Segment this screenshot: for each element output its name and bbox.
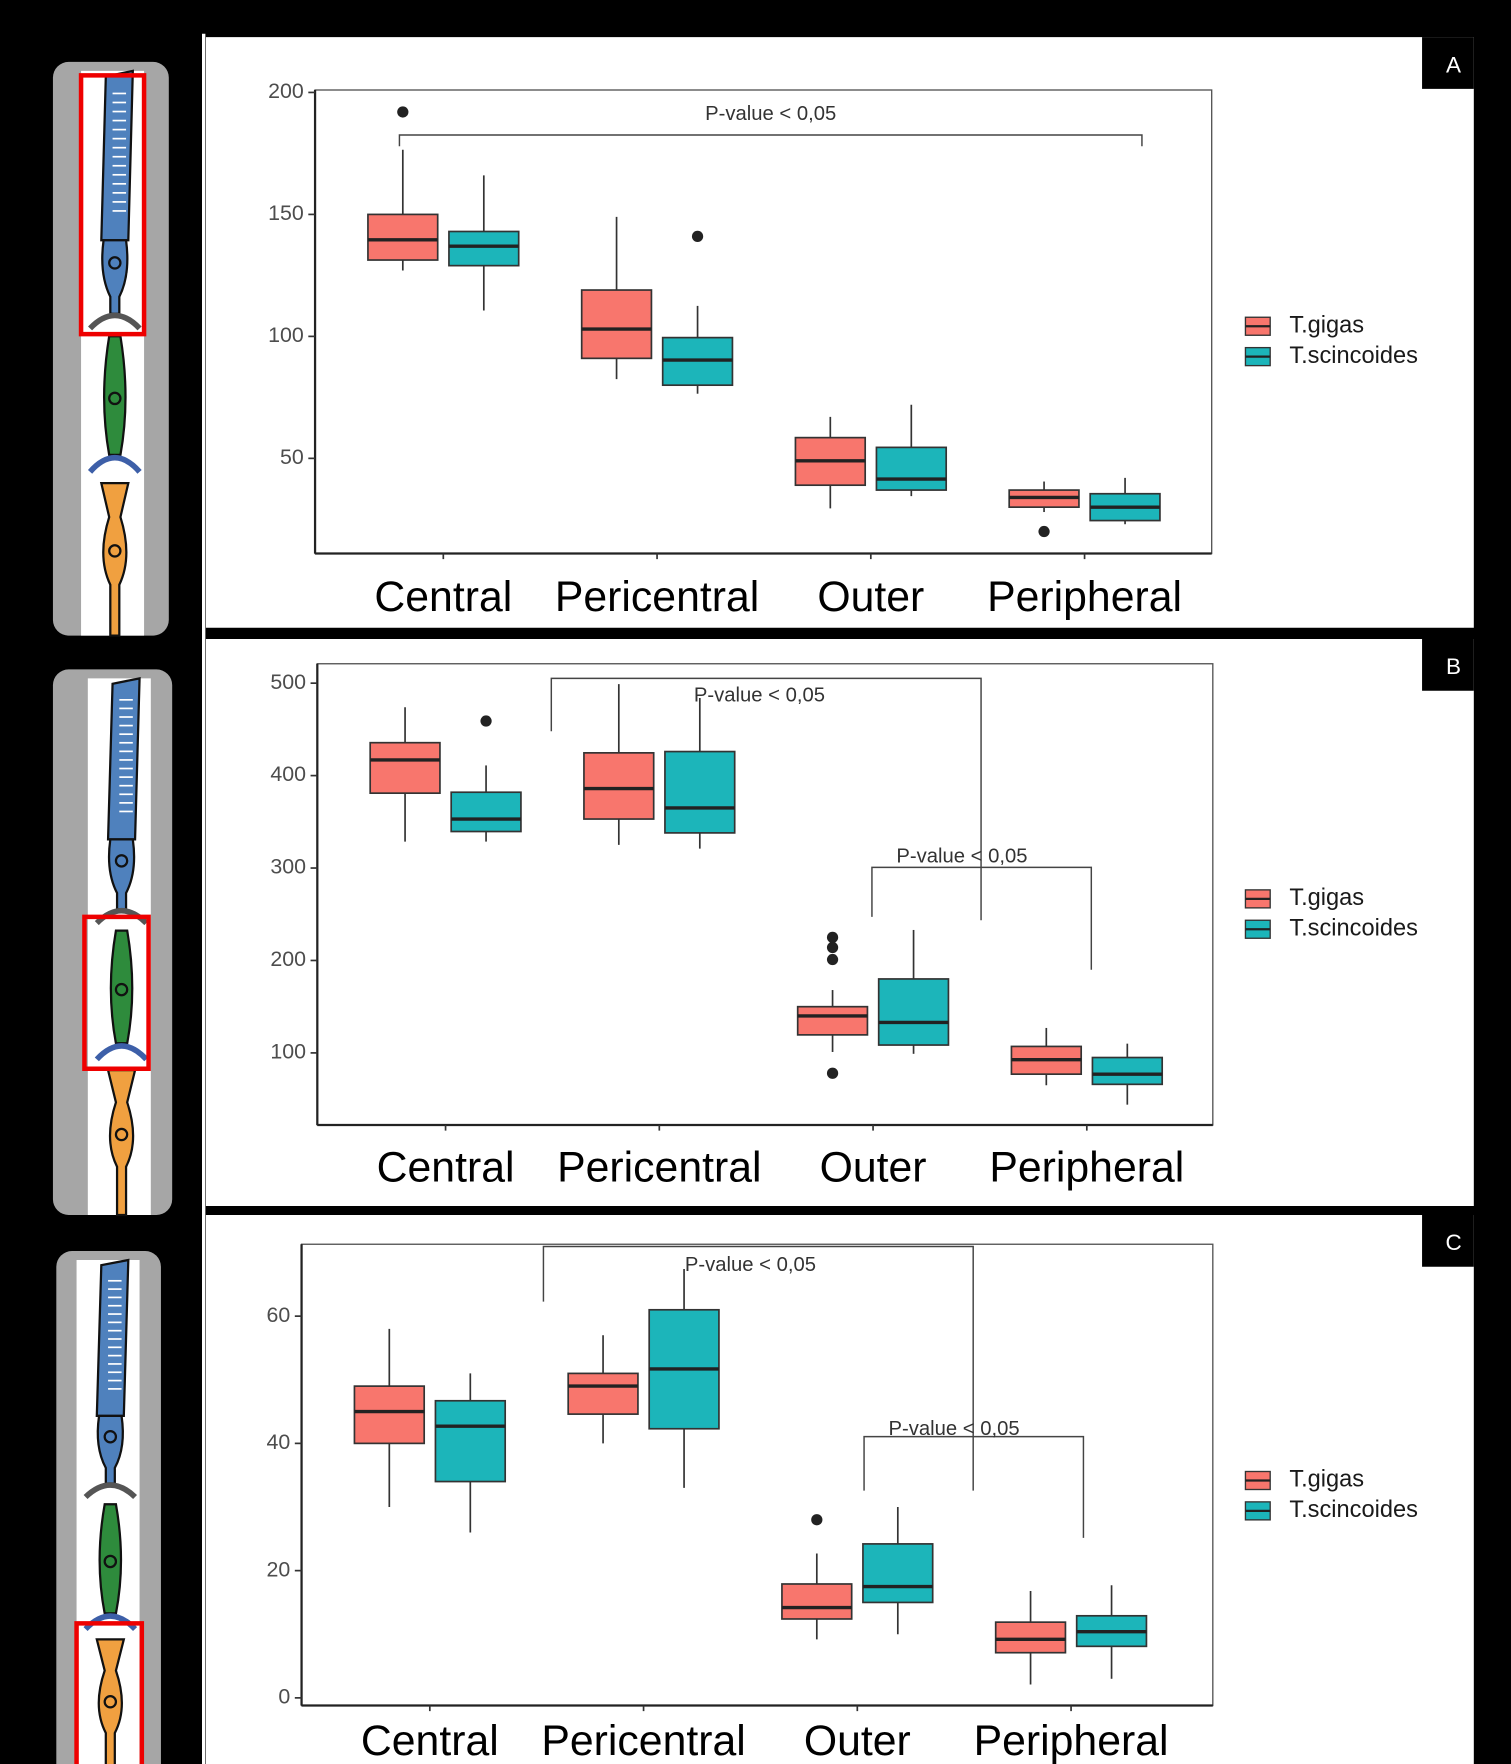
outlier [827,1068,838,1079]
box [1092,1058,1162,1085]
rod-outer-segment [101,71,133,240]
y-tick-label: 40 [267,1430,291,1454]
box [354,1386,424,1443]
y-tick-label: 200 [270,947,306,971]
y-tick-label: 60 [267,1303,291,1327]
box [782,1584,852,1619]
x-tick-label: Peripheral [974,1717,1169,1764]
outlier [827,954,838,965]
y-tick-label: 20 [267,1557,291,1581]
box [996,1622,1066,1653]
annotation: P-value < 0,05 [685,1254,816,1276]
annotation: P-value < 0,05 [896,846,1027,868]
annotation: P-value < 0,05 [694,685,825,707]
annotation: P-value < 0,05 [888,1418,1019,1440]
box [568,1373,638,1414]
legend-label: T.gigas [1289,885,1364,911]
x-tick-label: Central [374,573,512,621]
annotation: P-value < 0,05 [705,103,836,125]
rod-outer-segment [108,678,140,839]
outlier [811,1514,822,1525]
outlier [1038,526,1049,537]
legend-label: T.scincoides [1289,915,1418,941]
panel [206,639,1474,1206]
x-tick-label: Pericentral [557,1143,761,1191]
y-tick-label: 100 [270,1040,306,1064]
box [665,752,735,833]
x-tick-label: Pericentral [541,1717,745,1764]
y-tick-label: 100 [268,323,304,347]
panel [206,37,1474,628]
page: {"chart_data": [ {"type": "box", "panel_… [0,0,1511,1764]
y-tick-label: 300 [270,855,306,879]
rod-outer-segment [97,1260,129,1416]
box [876,447,946,490]
panel-label: C [1445,1230,1461,1255]
y-tick-label: 0 [278,1685,290,1709]
y-tick-label: 50 [280,445,304,469]
box [879,979,949,1045]
y-tick-label: 150 [268,201,304,225]
y-tick-label: 500 [270,670,306,694]
box [582,290,652,358]
outlier [397,106,408,117]
outlier [827,942,838,953]
box [863,1544,933,1603]
y-tick-label: 200 [268,79,304,103]
box [451,792,521,831]
bipolar-cell [111,931,132,1044]
outlier [827,932,838,943]
outlier [692,231,703,242]
box [435,1401,505,1482]
x-tick-label: Central [377,1143,515,1191]
legend-label: T.gigas [1289,312,1364,338]
legend-label: T.scincoides [1289,343,1418,369]
box [449,231,519,265]
panel [206,1215,1474,1764]
legend-label: T.gigas [1289,1467,1364,1493]
bipolar-cell [104,336,125,455]
x-tick-label: Peripheral [987,573,1182,621]
x-tick-label: Pericentral [555,573,759,621]
box [584,753,654,819]
y-tick-label: 400 [270,762,306,786]
box [370,743,440,793]
box [368,214,438,260]
outlier [480,715,491,726]
figure: A50100150200CentralPericentralOuterPerip… [0,0,1511,1764]
box [798,1007,868,1035]
x-tick-label: Outer [820,1143,927,1191]
legend-label: T.scincoides [1289,1497,1418,1523]
x-tick-label: Central [361,1717,499,1764]
x-tick-label: Peripheral [989,1143,1184,1191]
panel-label: B [1446,654,1461,679]
bipolar-cell [100,1504,121,1613]
x-tick-label: Outer [817,573,924,621]
panel-label: A [1446,52,1461,77]
x-tick-label: Outer [804,1717,911,1764]
